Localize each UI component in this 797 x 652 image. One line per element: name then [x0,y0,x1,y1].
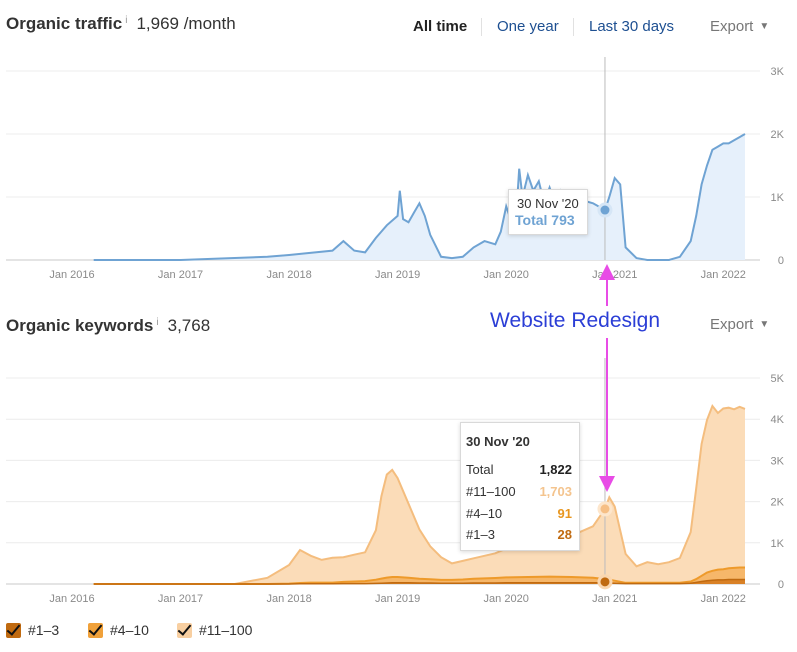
x-tick-label: Jan 2020 [484,593,529,605]
tab-all-time[interactable]: All time [413,18,468,35]
tab-last-30-days[interactable]: Last 30 days [589,18,675,35]
y-tick-label: 2K [771,129,785,141]
y-tick-label: 3K [771,455,785,467]
legend-item-4-10[interactable]: #4–10 [88,620,149,640]
y-tick-label: 4K [771,414,785,426]
tooltip-row-label: #11–100 [466,484,516,499]
x-tick-label: Jan 2018 [266,593,311,605]
traffic-tooltip: 30 Nov '20 Total 793 [508,189,588,235]
x-tick-label: Jan 2018 [266,269,311,281]
x-tick-label: Jan 2017 [158,269,203,281]
x-tick-label: Jan 2022 [701,269,746,281]
keywords-title: Organic keywords [6,316,154,335]
tooltip-row-value: 1,822 [539,462,572,477]
keywords-value: 3,768 [167,316,211,335]
keywords-chart: 0 1K 2K 3K 4K 5K Jan 2016 Jan 2017 Jan 2018 Jan 2… [6,358,785,605]
x-tick-label: Jan 2019 [375,593,420,605]
hover-point [597,574,613,590]
keywords-tooltip: 30 Nov '20 Total 1,822 #11–100 1,703 #4–… [460,422,580,551]
y-tick-label: 1K [771,538,785,550]
y-tick-label: 1K [771,192,785,204]
keywords-info-icon[interactable]: i [156,317,159,328]
series-4-10-area [93,567,745,584]
x-tick-label: Jan 2016 [49,593,94,605]
x-tick-label: Jan 2021 [592,269,637,281]
export-label: Export [710,316,754,333]
tooltip-row: #4–10 91 [466,506,572,526]
traffic-value: 1,969 /month [136,14,236,33]
traffic-chart: 0 1K 2K 3K Jan 2016 Jan 2017 Jan 2018 Jan 2019 J… [6,57,785,281]
hover-point [597,501,613,517]
y-tick-label: 5K [771,373,785,385]
traffic-line [93,133,746,261]
tooltip-row-value: 28 [557,527,572,542]
traffic-title: Organic traffic [6,14,123,33]
tab-one-year[interactable]: One year [497,18,559,35]
legend-label: #11–100 [199,622,253,638]
traffic-info-icon[interactable]: i [125,15,128,26]
x-tick-label: Jan 2020 [484,269,529,281]
y-tick-label: 2K [771,497,785,509]
tooltip-row-label: #4–10 [466,506,503,521]
x-tick-label: Jan 2016 [49,269,94,281]
x-tick-label: Jan 2019 [375,269,420,281]
y-tick-label: 0 [778,255,784,267]
tooltip-row: #1–3 28 [466,527,572,547]
tooltip-row-label: Total [466,462,494,477]
y-tick-label: 3K [771,66,785,78]
tab-divider [481,18,482,36]
export-label: Export [710,18,754,35]
series-11-100-line [93,403,746,585]
series-11-100-area [93,406,745,584]
tab-divider [573,18,574,36]
tooltip-row-value: 1,703 [539,484,572,499]
tooltip-row: #11–100 1,703 [466,484,572,504]
legend-item-11-100[interactable]: #11–100 [177,620,252,640]
checkbox-icon[interactable] [177,622,192,638]
x-tick-label: Jan 2021 [592,593,637,605]
tooltip-row: Total 1,822 [466,462,572,482]
x-tick-label: Jan 2017 [158,593,203,605]
legend-label: #4–10 [110,622,149,638]
chevron-down-icon: ▼ [759,319,770,330]
annotation-label: Website Redesign [490,309,661,332]
traffic-export-button[interactable]: Export ▼ [710,18,769,35]
series-1-3-line [93,578,745,585]
tooltip-row-label: #1–3 [466,527,495,542]
tooltip-date: 30 Nov '20 [517,196,579,211]
legend-item-top3[interactable]: #1–3 [6,620,59,640]
hover-point [597,202,613,218]
x-tick-label: Jan 2022 [701,593,746,605]
keywords-header: Organic keywords i 3,768 [6,316,210,340]
y-tick-label: 0 [778,579,784,591]
keywords-export-button[interactable]: Export ▼ [710,316,769,333]
checkbox-icon[interactable] [88,622,103,638]
traffic-header: Organic traffic i 1,969 /month [6,14,236,38]
chevron-down-icon: ▼ [759,21,770,32]
tooltip-total: Total 793 [515,212,575,228]
legend-label: #1–3 [28,622,60,638]
tooltip-date: 30 Nov '20 [466,434,530,449]
checkbox-icon[interactable] [6,622,21,638]
tooltip-row-value: 91 [557,506,572,521]
series-4-10-line [93,566,745,585]
